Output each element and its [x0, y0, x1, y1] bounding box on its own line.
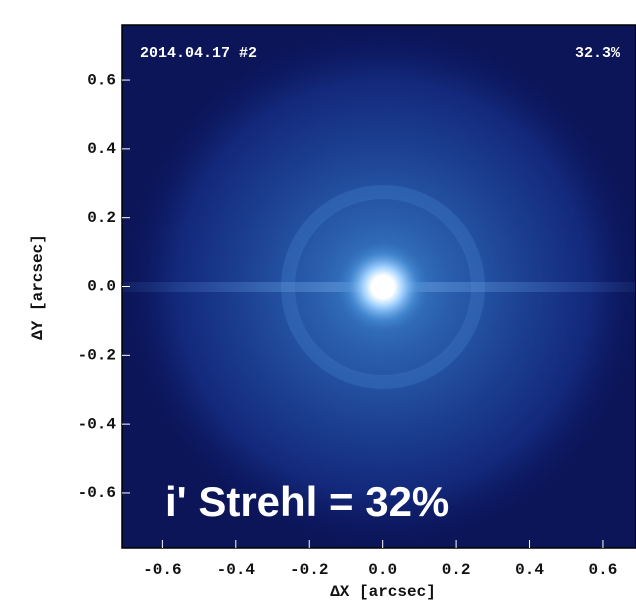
page: {"chart_data": {"type": "image", "annota…	[0, 0, 636, 605]
y-tick-label: -0.4	[78, 415, 117, 433]
x-tick-label: 0.4	[515, 561, 544, 579]
x-tick-label: -0.4	[217, 561, 256, 579]
y-tick-label: 0.2	[87, 209, 116, 227]
y-tick-label: 0.6	[87, 71, 116, 89]
y-tick-label: -0.6	[78, 484, 116, 502]
strehl-label: i' Strehl = 32%	[165, 478, 449, 525]
core	[338, 242, 428, 332]
x-tick-label: 0.2	[442, 561, 471, 579]
x-tick-label: 0.0	[368, 561, 397, 579]
y-tick-label: 0.4	[87, 140, 116, 158]
x-axis-label: ΔX [arcsec]	[330, 583, 436, 601]
y-tick-label: 0.0	[87, 278, 116, 296]
x-tick-label: -0.6	[143, 561, 181, 579]
y-axis-label: ΔY [arcsec]	[29, 234, 47, 340]
y-tick-label: -0.2	[78, 347, 116, 365]
x-tick-label: -0.2	[290, 561, 328, 579]
image	[122, 25, 636, 548]
chart: 2014.04.17 #2 32.3% i' Strehl = 32% ΔX […	[0, 0, 636, 605]
x-tick-label: 0.6	[589, 561, 618, 579]
date-label: 2014.04.17 #2	[140, 45, 257, 62]
strehl-measured: 32.3%	[575, 45, 621, 62]
